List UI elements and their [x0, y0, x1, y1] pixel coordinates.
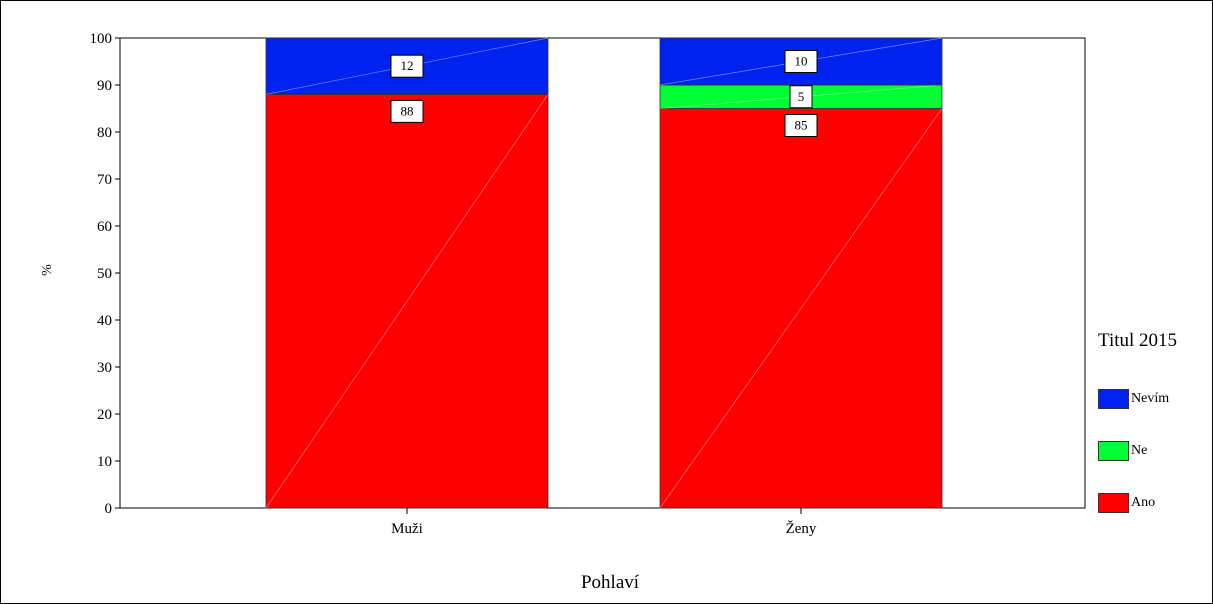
legend-swatch-ano [1098, 493, 1129, 513]
legend-item-nevim: Nevím [1098, 388, 1208, 410]
y-tick-label: 50 [97, 266, 112, 282]
legend-item-ne: Ne [1098, 440, 1208, 462]
y-tick-label: 20 [97, 407, 112, 423]
legend: Titul 2015 Nevím Ne Ano [1098, 330, 1208, 544]
y-tick-label: 60 [97, 219, 112, 235]
y-axis-label: % [40, 264, 56, 276]
y-tick-label: 80 [97, 125, 112, 141]
y-tick-label: 30 [97, 360, 112, 376]
y-tick-label: 100 [90, 31, 113, 47]
legend-label-nevim: Nevím [1131, 391, 1169, 407]
data-label: 5 [798, 89, 805, 104]
legend-swatch-nevim [1098, 389, 1129, 409]
x-tick-label: Muži [391, 521, 423, 537]
legend-title: Titul 2015 [1098, 330, 1208, 352]
y-tick-label: 90 [97, 78, 112, 94]
data-label: 88 [401, 103, 414, 118]
y-tick-label: 70 [97, 172, 112, 188]
data-label: 85 [795, 118, 808, 133]
x-axis-title: Pohlaví [540, 572, 680, 594]
legend-item-ano: Ano [1098, 492, 1208, 514]
legend-label-ano: Ano [1131, 495, 1155, 511]
data-label: 12 [401, 58, 414, 73]
legend-swatch-ne [1098, 441, 1129, 461]
data-label: 10 [795, 54, 808, 69]
y-tick-label: 10 [97, 454, 112, 470]
y-tick-label: 40 [97, 313, 112, 329]
legend-label-ne: Ne [1131, 443, 1147, 459]
x-tick-label: Ženy [786, 520, 817, 537]
y-tick-label: 0 [105, 501, 113, 517]
